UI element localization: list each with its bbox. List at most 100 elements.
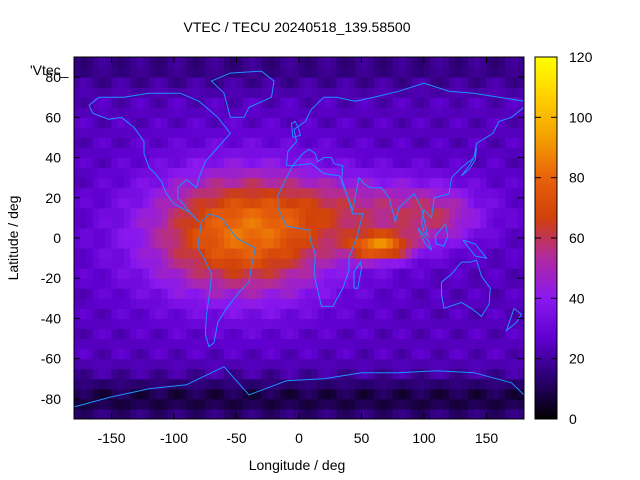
heatmap-cell xyxy=(486,318,494,329)
heatmap-cell xyxy=(461,248,469,259)
heatmap-cell xyxy=(242,167,250,179)
heatmap-cell xyxy=(274,117,281,128)
x-tick-label: -150 xyxy=(97,430,125,446)
heatmap-cell xyxy=(249,308,256,319)
heatmap-cell xyxy=(111,378,119,390)
heatmap-cell xyxy=(349,167,356,179)
heatmap-cell xyxy=(267,358,275,370)
heatmap-cell xyxy=(424,137,431,148)
heatmap-cell xyxy=(155,157,162,169)
heatmap-cell xyxy=(436,248,444,259)
heatmap-cell xyxy=(124,107,131,118)
heatmap-cell xyxy=(217,77,225,88)
heatmap-cell xyxy=(480,358,487,370)
heatmap-cell xyxy=(136,408,144,420)
heatmap-cell xyxy=(211,308,219,319)
heatmap-cell xyxy=(80,368,87,380)
heatmap-cell xyxy=(386,177,394,189)
heatmap-cell xyxy=(299,127,306,138)
heatmap-cell xyxy=(74,67,81,78)
heatmap-cell xyxy=(399,57,406,68)
heatmap-cell xyxy=(436,197,444,209)
heatmap-cell xyxy=(74,97,81,108)
heatmap-cell xyxy=(205,117,212,128)
heatmap-cell xyxy=(305,67,312,78)
heatmap-cell xyxy=(192,298,200,309)
heatmap-cell xyxy=(99,97,106,108)
heatmap-cell xyxy=(505,197,512,209)
heatmap-cell xyxy=(224,248,231,259)
heatmap-cell xyxy=(142,57,150,68)
heatmap-cell xyxy=(86,197,94,209)
heatmap-cell xyxy=(499,388,506,400)
heatmap-cell xyxy=(149,298,156,309)
heatmap-cell xyxy=(230,127,237,138)
heatmap-cell xyxy=(117,308,125,319)
x-tick-label: 50 xyxy=(354,430,370,446)
heatmap-cell xyxy=(380,248,387,259)
heatmap-cell xyxy=(349,408,356,420)
heatmap-cell xyxy=(261,197,269,209)
heatmap-cell xyxy=(467,87,475,98)
heatmap-cell xyxy=(392,348,400,360)
heatmap-cell xyxy=(430,97,437,108)
heatmap-cell xyxy=(236,268,244,279)
heatmap-cell xyxy=(305,408,312,420)
heatmap-cell xyxy=(80,288,87,299)
heatmap-cell xyxy=(161,227,169,239)
heatmap-cell xyxy=(274,67,281,78)
heatmap-cell xyxy=(174,207,181,219)
heatmap-cell xyxy=(286,258,294,269)
heatmap-cell xyxy=(230,57,237,68)
heatmap-cell xyxy=(217,97,225,108)
heatmap-cell xyxy=(74,217,81,229)
heatmap-cell xyxy=(199,338,206,350)
heatmap-cell xyxy=(92,408,100,420)
heatmap-cell xyxy=(80,248,87,259)
heatmap-cell xyxy=(461,378,469,390)
heatmap-cell xyxy=(280,268,287,279)
heatmap-cell xyxy=(299,157,306,169)
heatmap-cell xyxy=(367,97,375,108)
heatmap-cell xyxy=(192,308,200,319)
heatmap-cell xyxy=(267,107,275,118)
heatmap-cell xyxy=(292,268,300,279)
heatmap-cell xyxy=(330,217,337,229)
heatmap-cell xyxy=(261,97,269,108)
heatmap-cell xyxy=(205,238,212,249)
heatmap-cell xyxy=(180,207,187,219)
heatmap-cell xyxy=(192,217,200,229)
heatmap-cell xyxy=(417,268,425,279)
heatmap-cell xyxy=(117,77,125,88)
heatmap-cell xyxy=(174,177,181,189)
heatmap-cell xyxy=(467,358,475,370)
heatmap-cell xyxy=(355,408,362,420)
heatmap-cell xyxy=(430,378,437,390)
heatmap-cell xyxy=(361,107,369,118)
heatmap-cell xyxy=(286,318,294,329)
heatmap-cell xyxy=(392,57,400,68)
heatmap-cell xyxy=(211,97,219,108)
heatmap-cell xyxy=(130,338,137,350)
y-axis-label: Latitude / deg xyxy=(5,196,21,281)
heatmap-cell xyxy=(117,217,125,229)
heatmap-cell xyxy=(430,298,437,309)
heatmap-cell xyxy=(499,248,506,259)
heatmap-cell xyxy=(205,187,212,199)
heatmap-cell xyxy=(436,87,444,98)
heatmap-cell xyxy=(174,278,181,289)
heatmap-cell xyxy=(261,348,269,360)
heatmap-cell xyxy=(261,67,269,78)
heatmap-cell xyxy=(342,398,350,410)
heatmap-cell xyxy=(292,408,300,420)
heatmap-cell xyxy=(417,77,425,88)
heatmap-cell xyxy=(492,408,500,420)
heatmap-cell xyxy=(317,338,325,350)
heatmap-cell xyxy=(167,238,175,249)
heatmap-cell xyxy=(417,238,425,249)
heatmap-cell xyxy=(180,328,187,340)
heatmap-cell xyxy=(280,107,287,118)
heatmap-cell xyxy=(236,97,244,108)
heatmap-cell xyxy=(136,388,144,400)
heatmap-cell xyxy=(511,87,519,98)
